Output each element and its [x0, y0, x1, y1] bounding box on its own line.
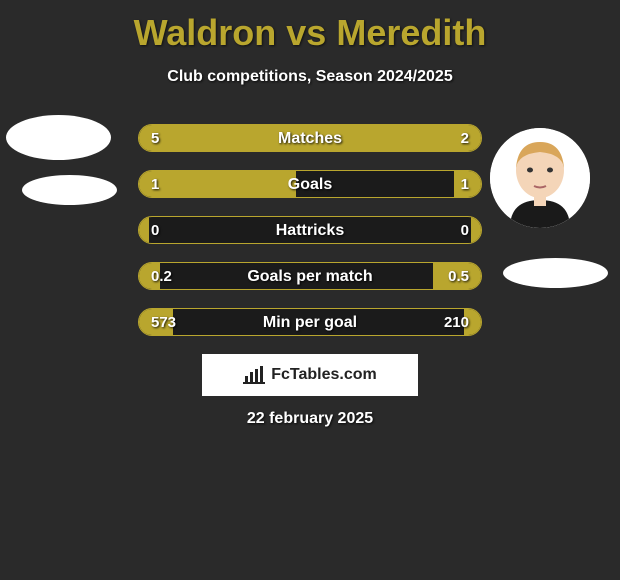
comparison-subtitle: Club competitions, Season 2024/2025: [0, 68, 620, 86]
stat-row: 1 Goals 1: [138, 170, 482, 198]
stat-label: Goals: [139, 171, 481, 198]
stat-label: Goals per match: [139, 263, 481, 290]
stat-value-right: 2: [461, 125, 469, 152]
stat-value-right: 210: [444, 309, 469, 336]
stat-row: 0.2 Goals per match 0.5: [138, 262, 482, 290]
stat-label: Matches: [139, 125, 481, 152]
player-right-avatar: [490, 128, 590, 228]
stat-label: Hattricks: [139, 217, 481, 244]
stat-value-right: 0.5: [448, 263, 469, 290]
player-right-flag: [503, 258, 608, 288]
stat-value-right: 0: [461, 217, 469, 244]
stats-rows: 5 Matches 2 1 Goals 1 0 Hattricks 0 0.2 …: [138, 124, 482, 354]
snapshot-date: 22 february 2025: [0, 410, 620, 428]
stat-row: 5 Matches 2: [138, 124, 482, 152]
stat-row: 573 Min per goal 210: [138, 308, 482, 336]
comparison-title: Waldron vs Meredith: [0, 0, 620, 54]
player-left-flag: [22, 175, 117, 205]
stat-row: 0 Hattricks 0: [138, 216, 482, 244]
face-icon: [490, 128, 590, 228]
brand-text: FcTables.com: [271, 366, 377, 384]
chart-icon: [243, 366, 265, 384]
stat-label: Min per goal: [139, 309, 481, 336]
brand-logo: FcTables.com: [202, 354, 418, 396]
stat-value-right: 1: [461, 171, 469, 198]
player-left-avatar: [6, 115, 111, 160]
